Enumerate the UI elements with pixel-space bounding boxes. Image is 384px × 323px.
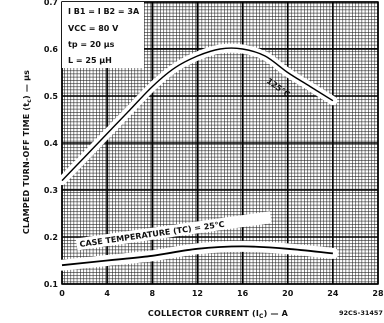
condition-l: L = 25 µH: [68, 56, 112, 65]
y-tick-label: 0.6: [44, 45, 59, 54]
condition-vcc: VCC = 80 V: [68, 24, 119, 33]
x-axis-label: COLLECTOR CURRENT (IC) — A: [148, 309, 289, 320]
x-tick-label: 4: [104, 289, 110, 298]
x-tick-label: 12: [192, 289, 203, 298]
x-tick-label: 16: [237, 289, 249, 298]
y-tick-label: 0.3: [44, 186, 58, 195]
x-tick-label: 24: [327, 289, 339, 298]
curve-25c: [61, 245, 333, 267]
y-axis-label: CLAMPED TURN-OFF TIME (tc) — µs: [22, 70, 33, 234]
x-tick-label: 8: [149, 289, 155, 298]
x-tick-labels: 0 4 8 12 16 20 24 28: [59, 289, 384, 298]
figure-id: 92CS-31457: [339, 309, 383, 317]
y-tick-label: 0.2: [44, 233, 58, 242]
y-tick-label: 0.5: [44, 92, 59, 101]
conditions-box: [62, 2, 144, 68]
y-tick-label: 0.1: [44, 280, 59, 289]
plot-frame: [61, 1, 379, 285]
condition-tp: tp = 20 µs: [68, 40, 115, 49]
x-tick-label: 0: [59, 289, 65, 298]
x-tick-label: 20: [282, 289, 294, 298]
condition-ib: I B1 = I B2 = 3A: [68, 7, 140, 16]
x-tick-label: 28: [372, 289, 384, 298]
y-tick-labels: 0.1 0.2 0.3 0.4 0.5 0.6 0.7: [44, 0, 59, 289]
y-tick-label: 0.7: [44, 0, 58, 7]
curve-125c: [61, 47, 334, 182]
y-tick-label: 0.4: [44, 139, 59, 148]
